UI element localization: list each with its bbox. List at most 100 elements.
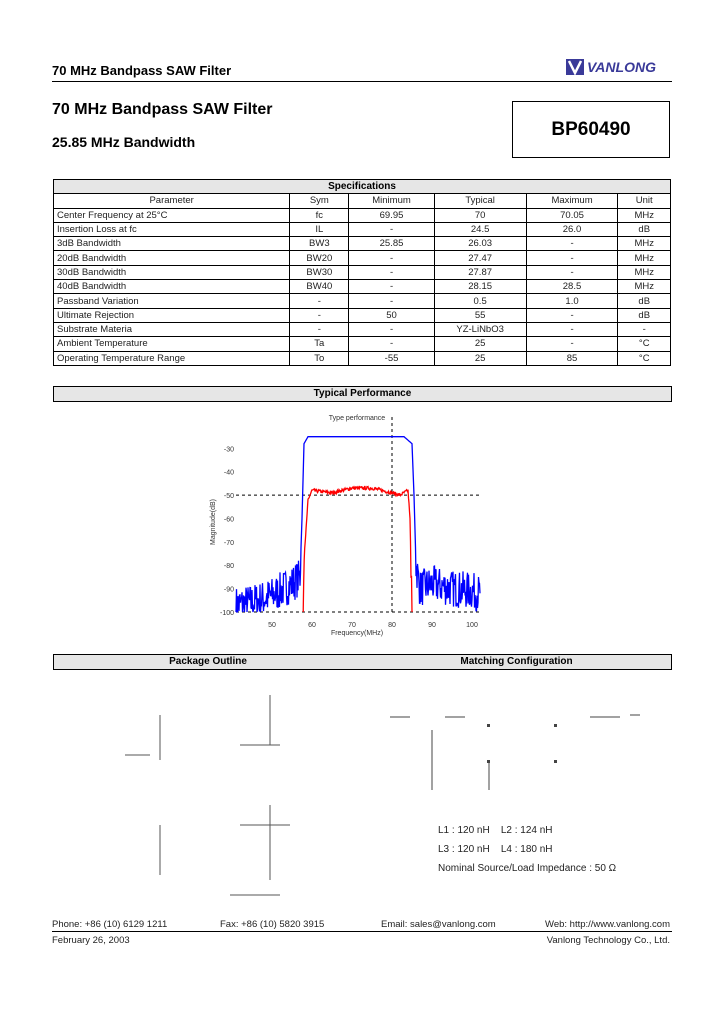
logo-v-icon [566,59,584,75]
footer-fax: Fax: +86 (10) 5820 3915 [220,919,325,930]
x-tick-label: 70 [348,622,356,629]
table-row: 30dB Bandwidth BW30-27.87- MHz [52,264,671,281]
table-cell: 85 [525,350,619,366]
table-cell: 27.47 [433,250,527,266]
table-row: Insertion Loss at fc IL -24.5 26.0 dB [52,221,671,238]
matching-section-title: Matching Configuration [460,656,573,667]
column-header: Minimum [348,193,435,209]
x-tick-label: 50 [268,622,276,629]
table-cell: MHz [617,207,671,223]
y-tick-label: -90 [224,587,234,594]
table-cell: dB [617,307,671,323]
table-cell: - [348,293,435,309]
table-cell: - [289,321,350,338]
table-cell: °C [617,350,671,366]
table-header-row: Parameter Sym Minimum Typical Maximum Unit [52,193,671,209]
table-cell: BW30 [289,264,350,281]
specifications-title: Specifications [53,178,671,195]
chart-title: Type performance [329,415,386,422]
package-outline-drawing [125,695,290,896]
column-header: Unit [617,193,671,209]
y-tick-label: -50 [224,493,234,500]
y-tick-label: -70 [224,540,234,547]
table-cell: MHz [617,250,671,266]
performance-section-title: Typical Performance [53,386,672,402]
column-header: Typical [433,193,527,209]
table-cell: Ambient Temperature [52,336,291,352]
table-cell: Ta [289,336,350,352]
table-cell: - [525,321,619,338]
table-cell: 20dB Bandwidth [52,250,291,266]
table-cell: - [525,307,619,323]
table-cell: Ultimate Rejection [52,307,291,323]
inductor-values-2: L3 : 120 nH L4 : 180 nH [438,844,553,855]
table-cell: 50 [348,307,435,323]
table-row: 20dB Bandwidth BW20-27.47- MHz [52,250,671,266]
y-axis-label: Magnitude(dB) [210,499,217,545]
table-cell: dB [617,221,671,238]
x-tick-label: 60 [308,622,316,629]
table-cell: BW3 [289,236,350,252]
part-number: BP60490 [512,101,670,158]
table-cell: BW40 [289,279,350,295]
footer-phone: Phone: +86 (10) 6129 1211 [52,919,168,930]
table-cell: 70.05 [525,207,619,223]
table-row: Center Frequency at 25°C fc 69.95 70 70.05 MH… [52,207,671,223]
table-cell: 25 [433,350,527,366]
inductor-values-1: L1 : 120 nH L2 : 124 nH [438,825,553,836]
table-cell: Insertion Loss at fc [52,221,291,238]
table-cell: 27.87 [433,264,527,281]
table-cell: - [525,236,619,252]
table-cell: - [348,250,435,266]
table-cell: 69.95 [348,207,435,223]
table-cell: IL [289,221,350,238]
table-cell: YZ-LiNbO3 [433,321,527,338]
table-cell: 1.0 [525,293,619,309]
table-cell: 30dB Bandwidth [52,264,291,281]
table-cell: - [348,221,435,238]
table-cell: 70 [433,207,527,223]
table-cell: 24.5 [433,221,527,238]
footer-email[interactable]: Email: sales@vanlong.com [381,919,496,930]
section-bar: Package Outline Matching Configuration [53,654,672,670]
y-tick-label: -80 [224,563,234,570]
table-cell: 25.85 [348,236,435,252]
y-tick-label: -100 [220,610,234,617]
footer-divider [52,931,672,932]
footer-web[interactable]: Web: http://www.vanlong.com [545,919,670,930]
table-cell: Passband Variation [52,293,291,309]
table-cell: - [525,336,619,352]
table-cell: 3dB Bandwidth [52,236,291,252]
table-row: 3dB Bandwidth BW3 25.85 26.03- MHz [52,236,671,252]
series-line-2 [302,485,413,613]
table-cell: - [617,321,671,338]
specifications-table: Specifications Parameter Sym Minimum Typica… [52,178,671,366]
series-line-1 [235,436,481,613]
impedance-note: Nominal Source/Load Impedance : 50 Ω [438,863,617,874]
header-title: 70 MHz Bandpass SAW Filter [52,63,232,78]
product-title: 70 MHz Bandpass SAW Filter [52,101,273,118]
table-cell: - [525,250,619,266]
table-cell: 0.5 [433,293,527,309]
table-row: Ultimate Rejection -50 55- dB [52,307,671,323]
table-cell: 26.03 [433,236,527,252]
table-cell: 28.15 [433,279,527,295]
x-tick-label: 80 [388,622,396,629]
table-cell: °C [617,336,671,352]
table-row: Ambient Temperature Ta -25- °C [52,336,671,352]
table-cell: MHz [617,264,671,281]
column-header: Parameter [52,193,291,209]
performance-chart: Type performance 50 60 70 80 90 100 -30 -40 -50 -6… [210,415,481,637]
table-row: Substrate Materia - - YZ-LiNbO3- - [52,321,671,338]
table-cell: 40dB Bandwidth [52,279,291,295]
table-cell: - [348,336,435,352]
x-tick-label: 100 [466,622,478,629]
table-row: Operating Temperature Range To -55 25 85 °C [52,350,671,366]
x-tick-label: 90 [428,622,436,629]
table-row: Passband Variation - -0.5 1.0 dB [52,293,671,309]
table-cell: Substrate Materia [52,321,291,338]
footer-date: February 26, 2003 [52,935,130,946]
header-divider [52,81,672,82]
table-cell: MHz [617,236,671,252]
